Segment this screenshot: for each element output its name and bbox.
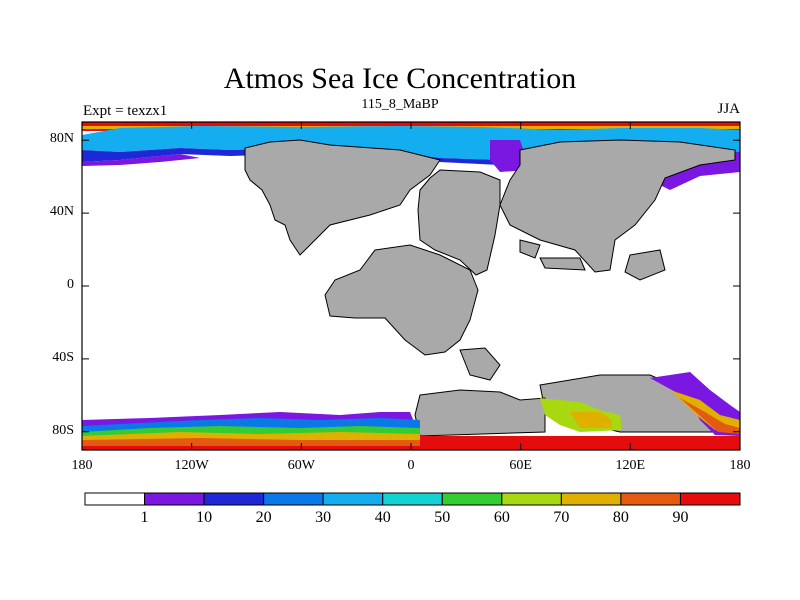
colorbar-swatch <box>144 492 205 506</box>
colorbar <box>84 492 741 506</box>
lon-tick-label: 180 <box>71 458 93 473</box>
colorbar-swatch <box>501 492 562 506</box>
colorbar-level-label: 20 <box>255 509 272 526</box>
lat-tick-label: 0 <box>67 277 74 292</box>
colorbar-swatch <box>322 492 384 506</box>
colorbar-swatch <box>560 492 622 506</box>
lon-tick-label: 60W <box>287 458 315 473</box>
longitude-tick-marks <box>81 122 741 450</box>
chart-title: Atmos Sea Ice Concentration <box>223 62 577 95</box>
antarctic-sea-ice <box>82 372 740 450</box>
season-label: JJA <box>717 101 740 117</box>
lon-tick-label: 60E <box>509 458 532 473</box>
lat-tick-label: 40N <box>49 204 74 220</box>
lat-tick-label: 80N <box>49 131 74 147</box>
period-label: 115_8_MaBP <box>361 97 439 112</box>
lon-tick-label: 180 <box>729 458 751 473</box>
colorbar-swatch <box>84 492 146 506</box>
colorbar-level-label: 30 <box>315 509 332 526</box>
colorbar-swatch <box>620 492 681 506</box>
colorbar-level-label: 60 <box>493 509 510 526</box>
colorbar-level-label: 70 <box>553 509 570 526</box>
colorbar-level-label: 80 <box>612 509 629 526</box>
colorbar-level-label: 10 <box>196 509 213 526</box>
lat-tick-label: 80S <box>52 422 74 438</box>
lon-tick-label: 120E <box>615 458 646 473</box>
lon-tick-label: 120W <box>174 458 209 473</box>
colorbar-level-label: 90 <box>672 509 689 526</box>
colorbar-swatch <box>382 492 443 506</box>
colorbar-level-label: 1 <box>140 509 149 526</box>
colorbar-swatch <box>679 492 741 506</box>
colorbar-swatch <box>203 492 265 506</box>
colorbar-swatch <box>441 492 503 506</box>
latitude-tick-marks <box>82 139 740 433</box>
colorbar-level-label: 50 <box>434 509 451 526</box>
lon-tick-label: 0 <box>407 458 415 473</box>
colorbar-swatch <box>263 492 324 506</box>
experiment-label: Expt = texzx1 <box>83 103 168 119</box>
colorbar-level-label: 40 <box>374 509 391 526</box>
lat-tick-label: 40S <box>52 349 74 365</box>
